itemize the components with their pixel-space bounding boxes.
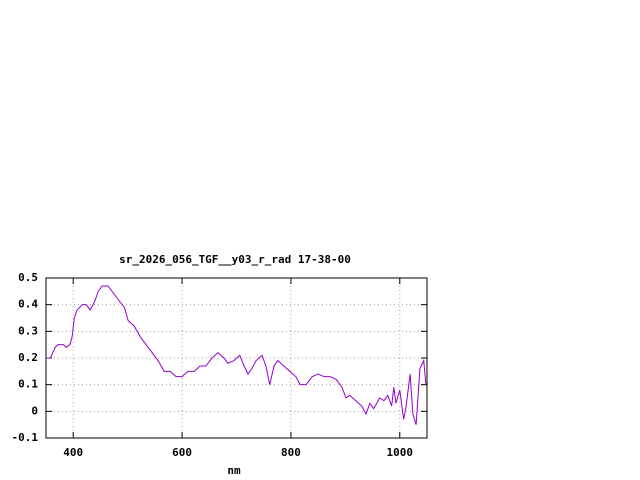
y-tick-label: 0.1 <box>18 378 38 391</box>
x-tick-label: 600 <box>172 446 192 459</box>
x-tick-label: 800 <box>281 446 301 459</box>
chart-title: sr_2026_056_TGF__y03_r_rad 17-38-00 <box>119 253 351 266</box>
y-tick-label: 0.3 <box>18 324 38 337</box>
y-tick-label: 0.4 <box>18 298 38 311</box>
x-tick-label: 1000 <box>387 446 414 459</box>
x-tick-label: 400 <box>63 446 83 459</box>
y-tick-label: 0 <box>31 404 38 417</box>
y-tick-label: 0.5 <box>18 271 38 284</box>
data-line <box>46 285 427 425</box>
x-axis-label: nm <box>227 464 241 477</box>
y-tick-label: 0.2 <box>18 351 38 364</box>
y-tick-label: -0.1 <box>12 431 39 444</box>
